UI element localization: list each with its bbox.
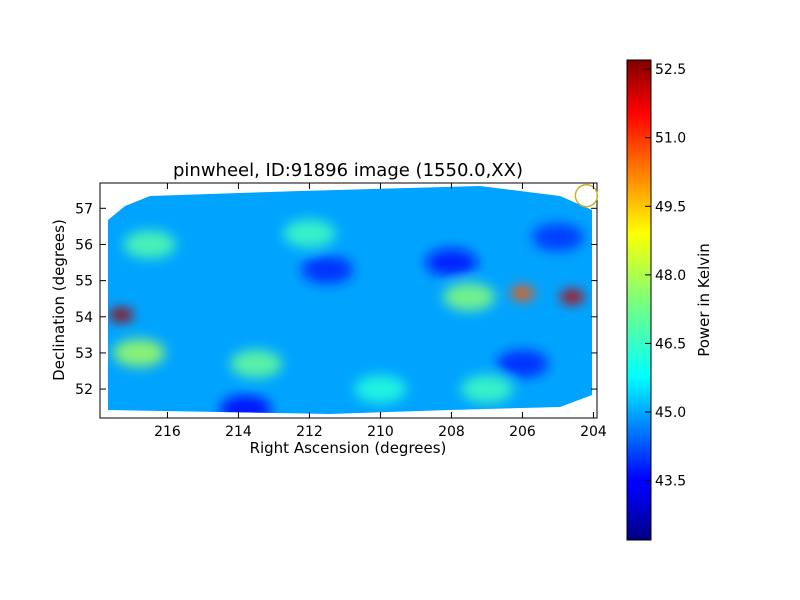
y-tick-label: 52 — [75, 382, 93, 398]
x-tick-label: 212 — [296, 424, 323, 440]
y-tick-label: 55 — [75, 274, 93, 290]
beam-marker — [574, 183, 599, 208]
colorbar-tick-label: 43.5 — [655, 474, 686, 490]
heatmap-feature-7 — [283, 219, 336, 248]
x-tick-label: 216 — [154, 424, 181, 440]
y-tick-label: 57 — [75, 201, 93, 217]
colorbar-tick-label: 52.5 — [655, 62, 686, 78]
heatmap-feature-3 — [443, 282, 496, 311]
heatmap-feature-11 — [425, 248, 478, 277]
heatmap-features — [109, 219, 585, 414]
colorbar-tick-label: 51.0 — [655, 131, 686, 147]
heatmap — [108, 186, 592, 414]
y-tick-label: 56 — [75, 237, 93, 253]
x-tick-label: 208 — [438, 424, 465, 440]
colorbar-tick-label: 46.5 — [655, 336, 686, 352]
heatmap-feature-1 — [560, 289, 585, 304]
plot-frame — [99, 182, 598, 419]
heatmap-feature-8 — [354, 375, 407, 404]
heatmap-feature-10 — [301, 255, 354, 284]
heatmap-feature-6 — [123, 230, 176, 259]
y-axis-label: Declination (degrees) — [50, 219, 68, 381]
heatmap-feature-13 — [531, 223, 584, 252]
y-tick-label: 54 — [75, 310, 93, 326]
colorbar — [626, 59, 652, 541]
x-axis-label: Right Ascension (degrees) — [250, 439, 447, 457]
y-axis-ticks: 52 53 54 55 56 57 — [75, 201, 597, 398]
heatmap-feature-0 — [109, 307, 134, 322]
y-tick-label: 53 — [75, 346, 93, 362]
colorbar-tick-label: 48.0 — [655, 268, 686, 284]
heatmap-feature-9 — [460, 375, 513, 404]
heatmap-feature-5 — [230, 349, 283, 378]
heatmap-feature-12 — [496, 349, 549, 378]
heatmap-feature-14 — [219, 394, 272, 414]
x-tick-label: 214 — [225, 424, 252, 440]
chart-title: pinwheel, ID:91896 image (1550.0,XX) — [173, 160, 523, 181]
x-tick-label: 206 — [509, 424, 536, 440]
heatmap-feature-4 — [113, 338, 166, 367]
heatmap-feature-2 — [510, 286, 535, 301]
colorbar-ticks: 43.5 45.0 46.5 48.0 49.5 51.0 52.5 — [645, 62, 686, 490]
x-axis-ticks: 216 214 212 210 208 206 204 — [154, 183, 607, 440]
x-tick-label: 210 — [367, 424, 394, 440]
x-tick-label: 204 — [580, 424, 607, 440]
heatmap-base — [108, 186, 592, 414]
colorbar-label: Power in Kelvin — [695, 243, 713, 357]
colorbar-tick-label: 45.0 — [655, 405, 686, 421]
colorbar-tick-label: 49.5 — [655, 199, 686, 215]
